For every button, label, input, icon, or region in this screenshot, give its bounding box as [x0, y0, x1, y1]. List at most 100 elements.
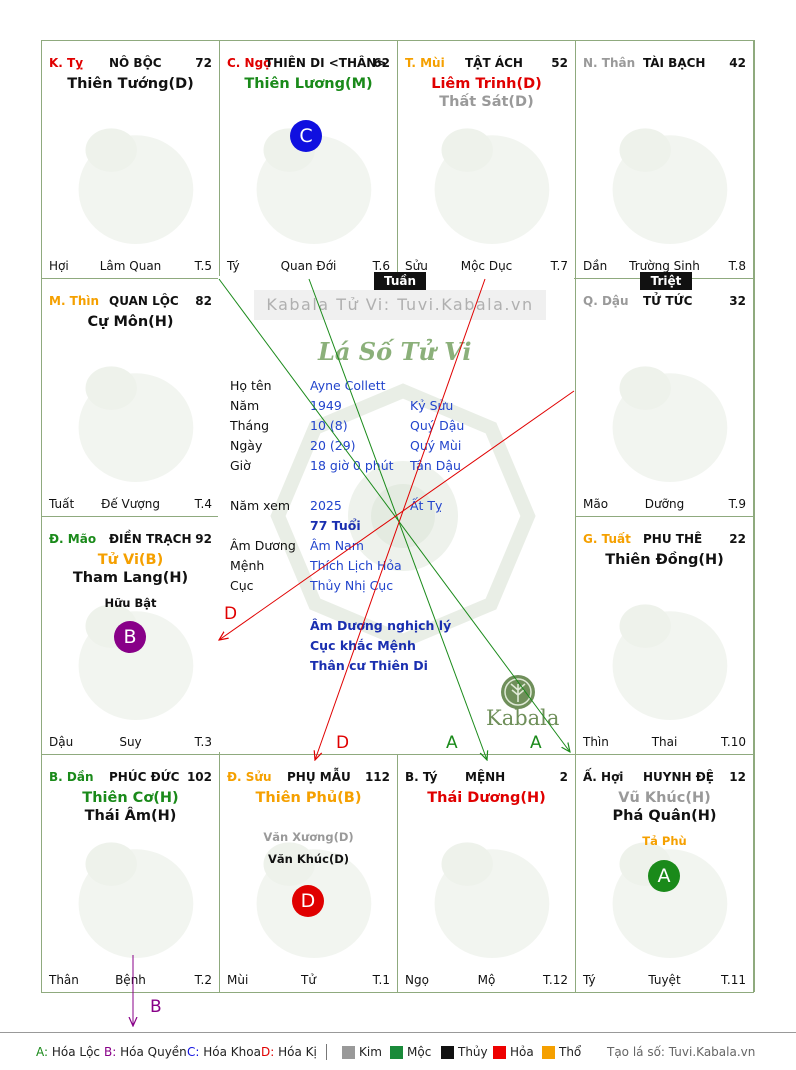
- palace-thin-dragon[interactable]: M. Thìn QUAN LỘC 82 Cự Môn(H) Tuất Đế Vượn…: [41, 278, 220, 517]
- palace-name: HUYNH ĐỆ: [643, 770, 714, 784]
- legend-c-key: C:: [187, 1045, 200, 1059]
- site-watermark: Kabala Tử Vi: Tuvi.Kabala.vn: [254, 290, 546, 320]
- tu-hoa-marker-d: D: [292, 885, 324, 917]
- legend-kim: Kim: [359, 1045, 382, 1059]
- palace-footer: Thìn Thai T.10: [583, 735, 746, 749]
- palace-header: C. Ngọ THIÊN DI <THÂN> 62: [227, 56, 390, 70]
- palace-stars: Thiên Tướng(D): [42, 75, 219, 93]
- palace-stem: C. Ngọ: [227, 56, 272, 70]
- main-star[interactable]: Thiên Đồng(H): [605, 552, 724, 568]
- canchi-nam: Kỷ Sửu: [410, 398, 454, 413]
- palace-age: T.12: [543, 973, 568, 987]
- palace-stars: Vũ Khúc(H) Phá Quân(H) Tả Phù: [576, 789, 753, 849]
- palace-footer: Hợi Lâm Quan T.5: [49, 259, 212, 273]
- palace-score: 82: [195, 294, 212, 308]
- legend-moc: Mộc: [407, 1045, 432, 1059]
- palace-suu-buffalo[interactable]: Đ. Sửu PHỤ MẪU 112 Thiên Phủ(B) Văn Xương(…: [219, 754, 398, 993]
- main-star[interactable]: Liêm Trinh(D): [431, 76, 542, 92]
- minor-star[interactable]: Văn Xương(D): [263, 830, 354, 844]
- palace-stars: Thái Dương(H): [398, 789, 575, 807]
- label-nam: Năm: [230, 398, 260, 413]
- palace-branch: Dậu: [49, 735, 74, 749]
- main-star[interactable]: Tử Vi(B): [97, 552, 164, 568]
- value-tuoi: 77 Tuổi: [310, 518, 361, 533]
- palace-dan-tiger[interactable]: B. Dần PHÚC ĐỨC 102 Thiên Cơ(H) Thái Âm(H)…: [41, 754, 220, 993]
- palace-cycle: Suy: [119, 735, 142, 749]
- palace-header: K. Tỵ NÔ BỘC 72: [49, 56, 212, 70]
- palace-score: 32: [729, 294, 746, 308]
- main-star[interactable]: Vũ Khúc(H): [618, 790, 711, 806]
- palace-branch: Mùi: [227, 973, 249, 987]
- palace-ty-rat[interactable]: B. Tý MỆNH 2 Thái Dương(H) Ngọ Mộ T.12: [397, 754, 576, 993]
- palace-name: NÔ BỘC: [109, 56, 162, 70]
- palace-stars: Tử Vi(B) Tham Lang(H) Hữu Bật: [42, 551, 219, 611]
- main-star[interactable]: Thất Sát(D): [439, 94, 534, 110]
- value-thang: 10 (8): [310, 418, 348, 433]
- main-star[interactable]: Thái Dương(H): [427, 790, 546, 806]
- palace-age: T.6: [372, 259, 390, 273]
- value-am-duong: Âm Nam: [310, 538, 364, 553]
- palace-than-monkey[interactable]: N. Thân TÀI BẠCH 42 Dần Trường Sinh T.8: [575, 40, 754, 279]
- palace-header: Đ. Sửu PHỤ MẪU 112: [227, 770, 390, 784]
- main-star[interactable]: Thái Âm(H): [84, 808, 177, 824]
- palace-branch: Sửu: [405, 259, 428, 273]
- palace-age: T.11: [721, 973, 746, 987]
- palace-branch: Tuất: [49, 497, 75, 511]
- palace-stars: Cự Môn(H): [42, 313, 219, 331]
- legend-site[interactable]: Tạo lá số: Tuvi.Kabala.vn: [607, 1045, 756, 1059]
- palace-score: 42: [729, 56, 746, 70]
- palace-cycle: Quan Đới: [280, 259, 337, 273]
- main-star[interactable]: Phá Quân(H): [612, 808, 717, 824]
- palace-branch: Thân: [49, 973, 79, 987]
- value-nam-xem: 2025: [310, 498, 342, 513]
- palace-age: T.9: [728, 497, 746, 511]
- palace-header: N. Thân TÀI BẠCH 42: [583, 56, 746, 70]
- main-star[interactable]: Thiên Lương(M): [244, 76, 373, 92]
- palace-name: TẬT ÁCH: [465, 56, 523, 70]
- palace-stem: B. Tý: [405, 770, 438, 784]
- swatch-tho: [542, 1046, 555, 1059]
- main-star[interactable]: Tham Lang(H): [72, 570, 189, 586]
- value-gio: 18 giờ 0 phút: [310, 458, 394, 473]
- palace-score: 92: [195, 532, 212, 546]
- label-gio: Giờ: [230, 458, 251, 473]
- palace-tuat-dog[interactable]: G. Tuất PHU THÊ 22 Thiên Đồng(H) Thìn Thai…: [575, 516, 754, 755]
- palace-score: 22: [729, 532, 746, 546]
- label-ngay: Ngày: [230, 438, 263, 453]
- palace-cycle: Tuyệt: [648, 973, 681, 987]
- palace-mao-cat[interactable]: Đ. Mão ĐIỀN TRẠCH 92 Tử Vi(B) Tham Lang(H)…: [41, 516, 220, 755]
- palace-stem: Q. Dậu: [583, 294, 629, 308]
- palace-age: T.2: [194, 973, 212, 987]
- palace-name: TÀI BẠCH: [643, 56, 706, 70]
- palace-branch: Ngọ: [405, 973, 429, 987]
- palace-score: 12: [729, 770, 746, 784]
- palace-footer: Mão Dưỡng T.9: [583, 497, 746, 511]
- palace-cycle: Mộ: [477, 973, 496, 987]
- canchi-thang: Quý Dậu: [410, 418, 465, 433]
- minor-star[interactable]: Tả Phù: [642, 834, 687, 848]
- palace-age: T.5: [194, 259, 212, 273]
- main-star[interactable]: Thiên Cơ(H): [82, 790, 179, 806]
- main-star[interactable]: Thiên Tướng(D): [67, 76, 194, 92]
- legend-a-key: A:: [36, 1045, 49, 1059]
- swatch-thuy: [441, 1046, 454, 1059]
- palace-mui-goat[interactable]: T. Mùi TẬT ÁCH 52 Liêm Trinh(D) Thất Sát(D…: [397, 40, 576, 279]
- minor-star[interactable]: Hữu Bật: [104, 596, 157, 610]
- palace-dau-rooster[interactable]: Q. Dậu TỬ TỨC 32 Mão Dưỡng T.9: [575, 278, 754, 517]
- palace-age: T.1: [372, 973, 390, 987]
- legend-hoa: Hỏa: [510, 1045, 534, 1059]
- palace-ty-snake[interactable]: K. Tỵ NÔ BỘC 72 Thiên Tướng(D) Hợi Lâm Qua…: [41, 40, 220, 279]
- palace-ngo-horse[interactable]: C. Ngọ THIÊN DI <THÂN> 62 Thiên Lương(M) C…: [219, 40, 398, 279]
- palace-score: 52: [551, 56, 568, 70]
- palace-name: THIÊN DI <THÂN>: [265, 56, 387, 70]
- palace-score: 72: [195, 56, 212, 70]
- main-star[interactable]: Thiên Phủ(B): [255, 790, 362, 806]
- zodiac-rooster-icon: [612, 366, 728, 483]
- palace-cycle: Trường Sinh: [629, 259, 700, 273]
- main-star[interactable]: Cự Môn(H): [87, 314, 174, 330]
- tag-triet: Triệt: [640, 272, 692, 290]
- minor-star[interactable]: Văn Khúc(D): [267, 852, 349, 866]
- palace-hoi-pig[interactable]: Ấ. Hợi HUYNH ĐỆ 12 Vũ Khúc(H) Phá Quân(H) T…: [575, 754, 754, 993]
- palace-cycle: Mộc Dục: [460, 259, 513, 273]
- palace-stem: M. Thìn: [49, 294, 100, 308]
